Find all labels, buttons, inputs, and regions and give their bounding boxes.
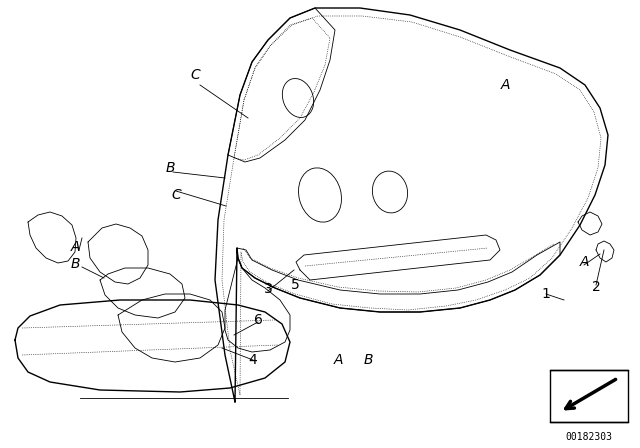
Text: 00182303: 00182303 — [566, 432, 612, 442]
Text: 2: 2 — [591, 280, 600, 294]
Text: A: A — [500, 78, 509, 92]
Text: 6: 6 — [253, 313, 262, 327]
Text: C: C — [190, 68, 200, 82]
Text: A: A — [333, 353, 343, 367]
Text: C: C — [171, 188, 181, 202]
Text: A: A — [70, 240, 80, 254]
Text: B: B — [364, 353, 372, 367]
Text: 1: 1 — [541, 287, 550, 301]
Text: B: B — [165, 161, 175, 175]
Text: 4: 4 — [248, 353, 257, 367]
Text: A: A — [579, 255, 589, 269]
Bar — [550, 370, 628, 422]
Text: B: B — [70, 257, 80, 271]
Text: 3: 3 — [264, 282, 273, 296]
Text: 5: 5 — [291, 278, 300, 292]
